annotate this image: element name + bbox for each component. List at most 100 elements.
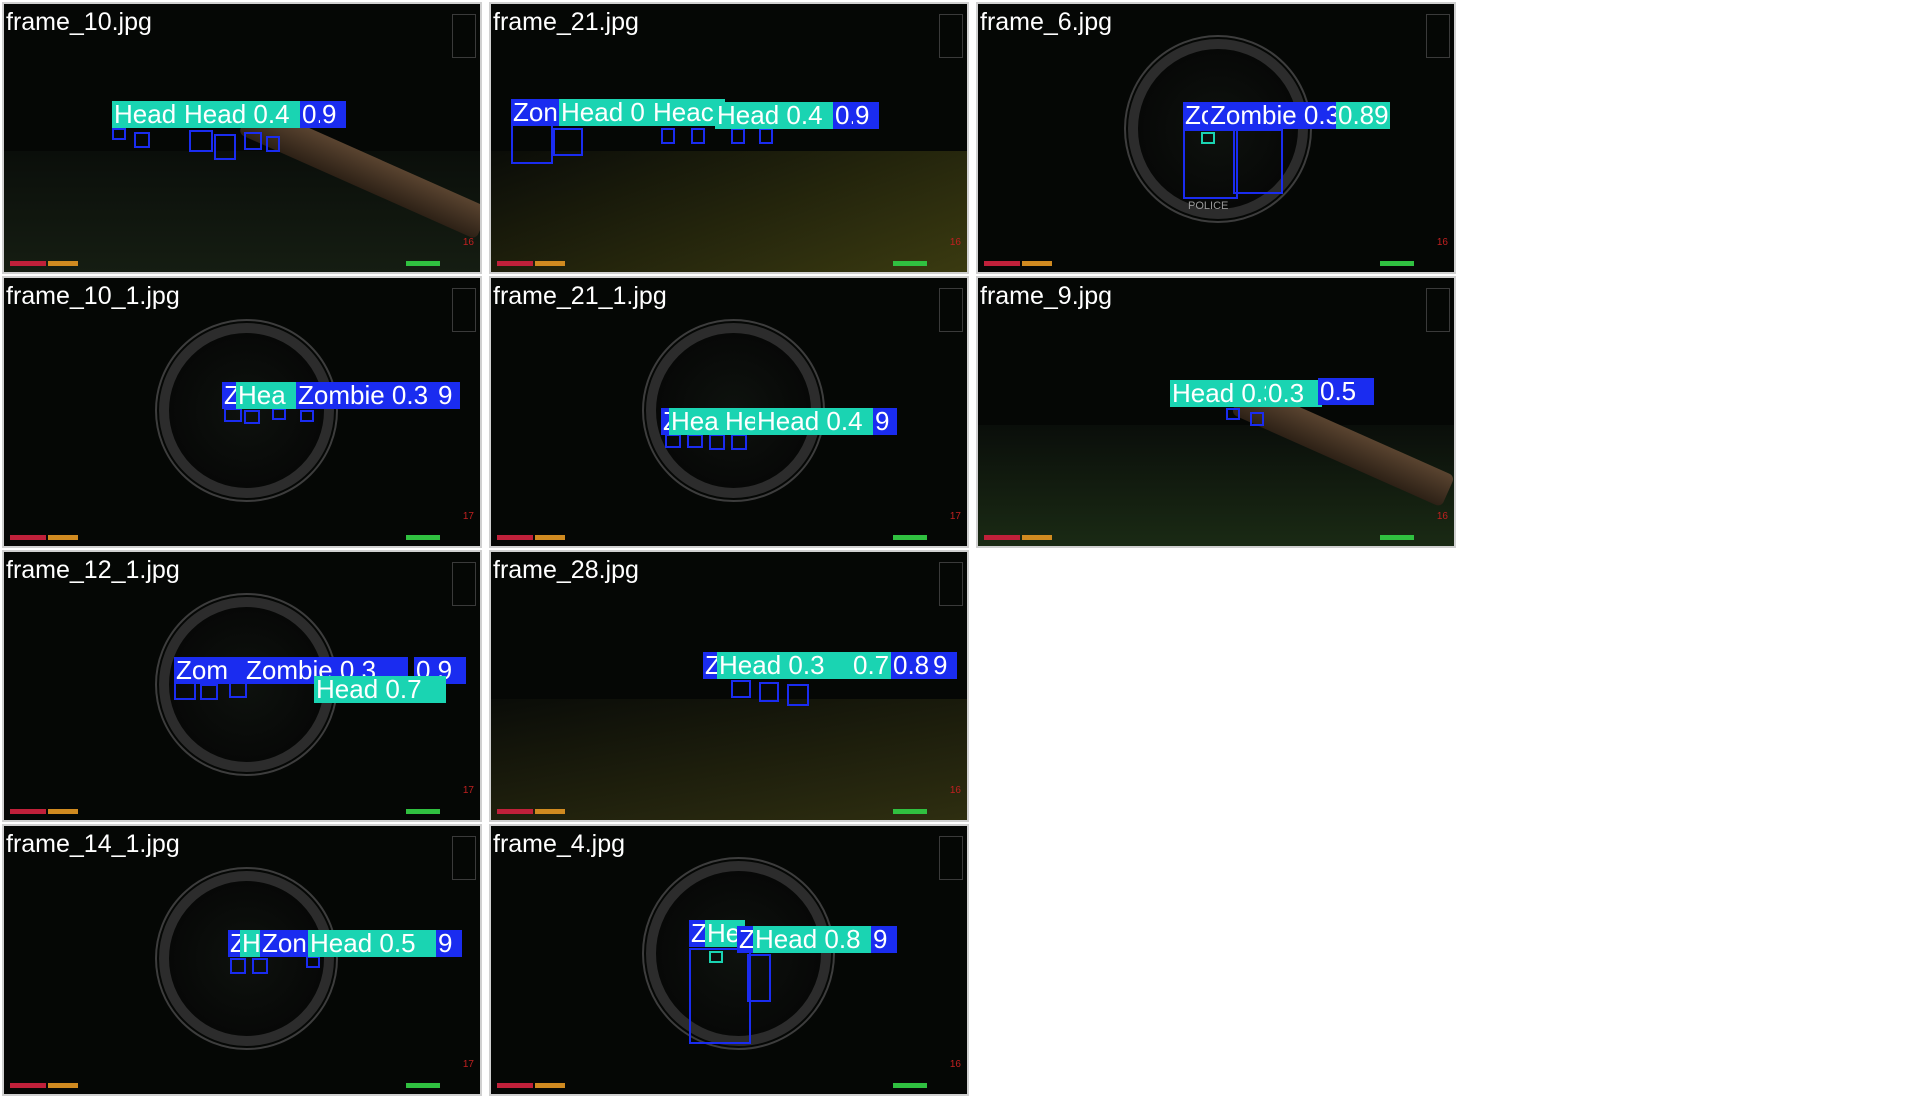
- detection-tile-frame-14-1: frame_14_1.jpg Z H Zon Head 0.5 9 17: [2, 824, 482, 1096]
- zombie-label: 9: [320, 101, 346, 128]
- health-bar: [497, 1083, 533, 1088]
- zombie-box: [687, 434, 703, 448]
- minimap: [452, 562, 476, 606]
- zombie-box: [1250, 412, 1264, 426]
- zombie-label: 9: [873, 408, 897, 435]
- zombie-box: [230, 958, 246, 974]
- armor-bar: [48, 1083, 78, 1088]
- detection-tile-frame-28: frame_28.jpg Z Head 0.3 0.7 0.8 9 16: [489, 550, 969, 822]
- health-bar: [497, 809, 533, 814]
- zombie-box: [1226, 408, 1240, 420]
- head-box: [1201, 132, 1215, 144]
- armor-bar: [535, 809, 565, 814]
- zombie-box: [224, 408, 242, 422]
- frame-filename: frame_10.jpg: [6, 8, 152, 36]
- zombie-label: Zom: [174, 657, 248, 684]
- zombie-box: [112, 128, 126, 140]
- zombie-box: [306, 956, 320, 968]
- weapon-bar: [893, 1083, 927, 1088]
- minimap: [939, 562, 963, 606]
- head-label: Head 0.5: [308, 930, 442, 957]
- ammo-count: 17: [462, 785, 474, 796]
- zombie-label: Zon: [260, 930, 316, 957]
- armor-bar: [1022, 535, 1052, 540]
- minimap: [939, 288, 963, 332]
- ammo-count: 16: [1436, 511, 1448, 522]
- weapon-bar: [1380, 261, 1414, 266]
- frame-filename: frame_21_1.jpg: [493, 282, 667, 310]
- frame-filename: frame_12_1.jpg: [6, 556, 180, 584]
- minimap: [939, 14, 963, 58]
- ground: [491, 151, 967, 272]
- armor-bar: [48, 535, 78, 540]
- weapon-bar: [893, 809, 927, 814]
- zombie-box: [665, 434, 681, 448]
- health-bar: [497, 535, 533, 540]
- health-bar: [984, 261, 1020, 266]
- zombie-box: [252, 958, 268, 974]
- zombie-box: [1233, 129, 1283, 194]
- police-sign: POLICE: [1188, 200, 1229, 212]
- health-bar: [10, 809, 46, 814]
- frame-filename: frame_4.jpg: [493, 830, 626, 858]
- zombie-box: [747, 954, 771, 1002]
- head-label: 0.7: [851, 652, 897, 679]
- detection-tile-frame-9: frame_9.jpg Head 0.3 0.3 0.5 16: [976, 276, 1456, 548]
- ammo-count: 16: [1436, 237, 1448, 248]
- head-label: Heac: [651, 99, 725, 126]
- armor-bar: [535, 535, 565, 540]
- zombie-box: [709, 434, 725, 450]
- detection-tile-frame-10: frame_10.jpg Head 0 Head 0.4 0.79 9 16: [2, 2, 482, 274]
- frame-filename: frame_6.jpg: [980, 8, 1113, 36]
- zombie-box: [229, 682, 247, 698]
- minimap: [1426, 288, 1450, 332]
- detection-tile-frame-21-1: frame_21_1.jpg Z Hea He Head 0.4 9 17: [489, 276, 969, 548]
- frame-filename: frame_21.jpg: [493, 8, 639, 36]
- ground: [4, 151, 480, 272]
- zombie-box: [731, 128, 745, 144]
- armor-bar: [48, 809, 78, 814]
- minimap: [452, 14, 476, 58]
- minimap: [452, 836, 476, 880]
- zombie-box: [787, 684, 809, 706]
- zombie-label: 9: [436, 382, 460, 409]
- head-label: Hea: [669, 408, 733, 435]
- head-label: Head 0.4: [182, 101, 306, 128]
- zombie-box: [1183, 129, 1238, 199]
- zombie-box: [689, 948, 751, 1044]
- zombie-box: [189, 130, 213, 152]
- zombie-box: [731, 680, 751, 698]
- head-label: 0.89: [1336, 102, 1390, 129]
- ammo-count: 16: [462, 237, 474, 248]
- zombie-box: [266, 136, 280, 152]
- armor-bar: [1022, 261, 1052, 266]
- health-bar: [10, 535, 46, 540]
- zombie-box: [214, 134, 236, 160]
- head-label: Head 0.4: [715, 102, 839, 129]
- weapon-bar: [1380, 535, 1414, 540]
- armor-bar: [535, 261, 565, 266]
- minimap: [1426, 14, 1450, 58]
- head-label: Head 0: [559, 99, 663, 126]
- zombie-box: [200, 684, 218, 700]
- head-label: Head 0.3: [717, 652, 861, 679]
- zombie-box: [759, 128, 773, 144]
- minimap: [452, 288, 476, 332]
- zombie-box: [134, 132, 150, 148]
- ammo-count: 16: [949, 1059, 961, 1070]
- head-label: 0.3: [1266, 380, 1322, 407]
- zombie-label: Zombie 0.3: [296, 382, 440, 409]
- health-bar: [10, 261, 46, 266]
- detection-tile-frame-21: frame_21.jpg Zon Head 0 Heac Head 0.4 0.…: [489, 2, 969, 274]
- weapon-bar: [406, 809, 440, 814]
- zombie-box: [300, 410, 314, 422]
- zombie-label: 0.8: [891, 652, 937, 679]
- zombie-label: 9: [871, 926, 897, 953]
- health-bar: [10, 1083, 46, 1088]
- frame-filename: frame_28.jpg: [493, 556, 639, 584]
- ammo-count: 17: [462, 511, 474, 522]
- head-label: Head 0.3: [1170, 380, 1274, 407]
- head-label: Head 0.7: [314, 676, 446, 703]
- health-bar: [984, 535, 1020, 540]
- zombie-box: [174, 682, 196, 700]
